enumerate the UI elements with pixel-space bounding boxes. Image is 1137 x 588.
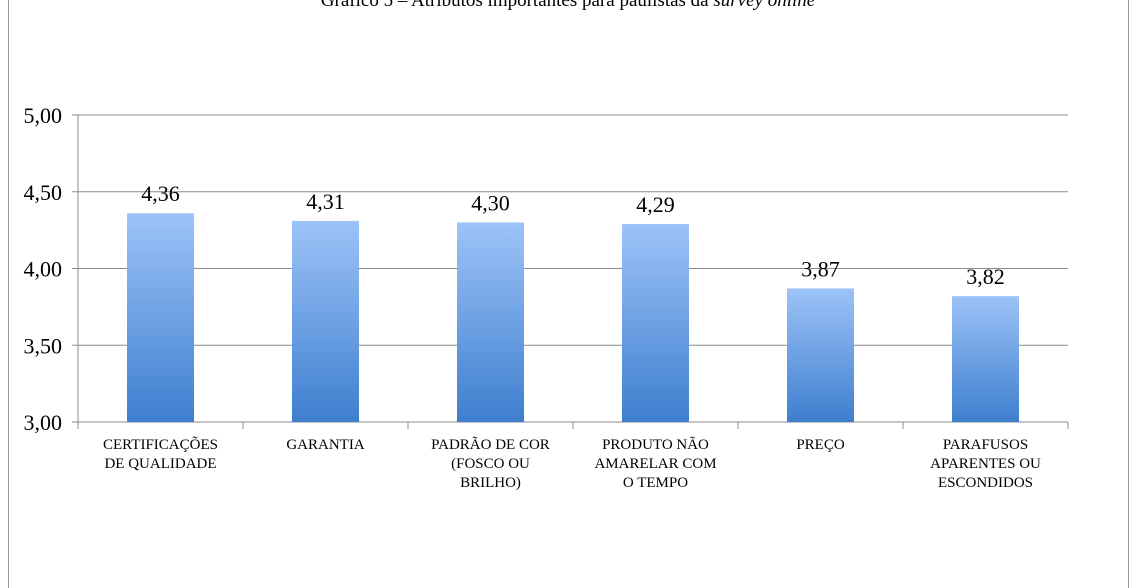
x-tick-label: PREÇO: [796, 437, 845, 453]
data-label: 3,82: [966, 264, 1005, 289]
y-tick-label: 3,50: [24, 333, 63, 358]
bar: [292, 220, 359, 422]
y-tick-label: 4,00: [24, 257, 63, 282]
x-tick-label: CERTIFICAÇÕES: [103, 436, 218, 453]
title-part: Gráfico 5 – Atributos importantes para p…: [321, 0, 714, 11]
data-label: 3,87: [801, 256, 840, 281]
chart-title: Gráfico 5 – Atributos importantes para p…: [321, 0, 815, 11]
x-tick-label: PARAFUSOS: [943, 437, 1028, 453]
x-tick-label: GARANTIA: [286, 437, 364, 453]
data-label: 4,29: [636, 192, 675, 217]
x-tick-label: BRILHO): [460, 475, 521, 491]
x-tick-label: APARENTES OU: [930, 456, 1041, 472]
title-part: survey online: [713, 0, 815, 11]
y-tick-label: 4,50: [24, 180, 63, 205]
bar: [457, 222, 524, 422]
x-tick-label: DE QUALIDADE: [104, 456, 216, 472]
x-tick-label: (FOSCO OU: [451, 456, 530, 472]
bar: [622, 223, 689, 422]
y-tick-label: 3,00: [24, 410, 63, 435]
data-label: 4,36: [141, 181, 180, 206]
data-label: 4,30: [471, 190, 510, 215]
bar: [127, 213, 194, 422]
x-tick-label: PADRÃO DE COR: [431, 437, 550, 453]
x-tick-label: PRODUTO NÃO: [602, 437, 709, 453]
x-tick-label: O TEMPO: [623, 475, 688, 491]
x-tick-label: ESCONDIDOS: [938, 475, 1033, 491]
bar: [952, 296, 1019, 422]
data-label: 4,31: [306, 189, 345, 214]
bar: [787, 288, 854, 422]
x-tick-label: AMARELAR COM: [594, 456, 716, 472]
chart-border: [8, 0, 1129, 588]
y-tick-label: 5,00: [24, 103, 63, 128]
